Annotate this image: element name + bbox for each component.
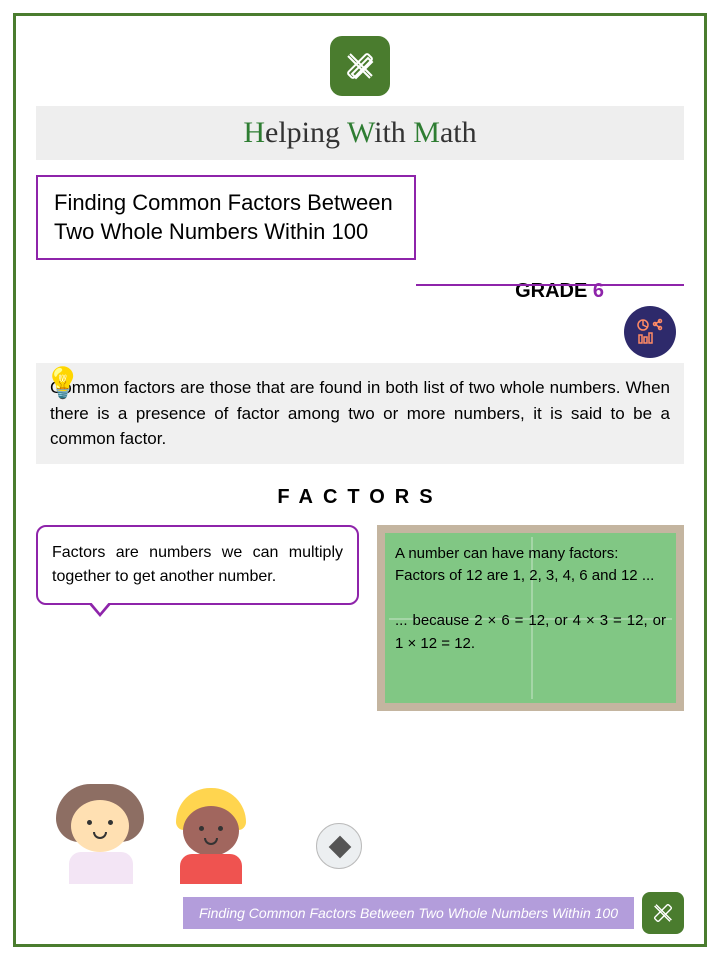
divider <box>416 284 684 286</box>
lightbulb-icon: 💡 <box>44 366 81 401</box>
content-columns: Factors are numbers we can multiply toge… <box>36 525 684 711</box>
speech-bubble: Factors are numbers we can multiply toge… <box>36 525 359 605</box>
chart-icon <box>624 306 676 358</box>
boy-avatar <box>166 784 256 884</box>
chalkboard: A number can have many factors: Factors … <box>377 525 684 711</box>
footer-text: Finding Common Factors Between Two Whole… <box>183 897 634 929</box>
board-text: A number can have many factors: Factors … <box>395 545 666 652</box>
girl-avatar <box>56 784 146 884</box>
footer-logo <box>642 892 684 934</box>
soccer-ball-icon <box>316 823 362 869</box>
topic-title-box: Finding Common Factors Between Two Whole… <box>36 175 416 260</box>
footer: Finding Common Factors Between Two Whole… <box>183 892 684 934</box>
children-illustration <box>56 784 256 884</box>
worksheet-page: Helping With Math Finding Common Factors… <box>13 13 707 947</box>
page-title: Helping With Math <box>36 106 684 160</box>
brand-logo <box>330 36 390 96</box>
definition-text: Common factors are those that are found … <box>36 363 684 464</box>
section-heading: FACTORS <box>36 486 684 509</box>
